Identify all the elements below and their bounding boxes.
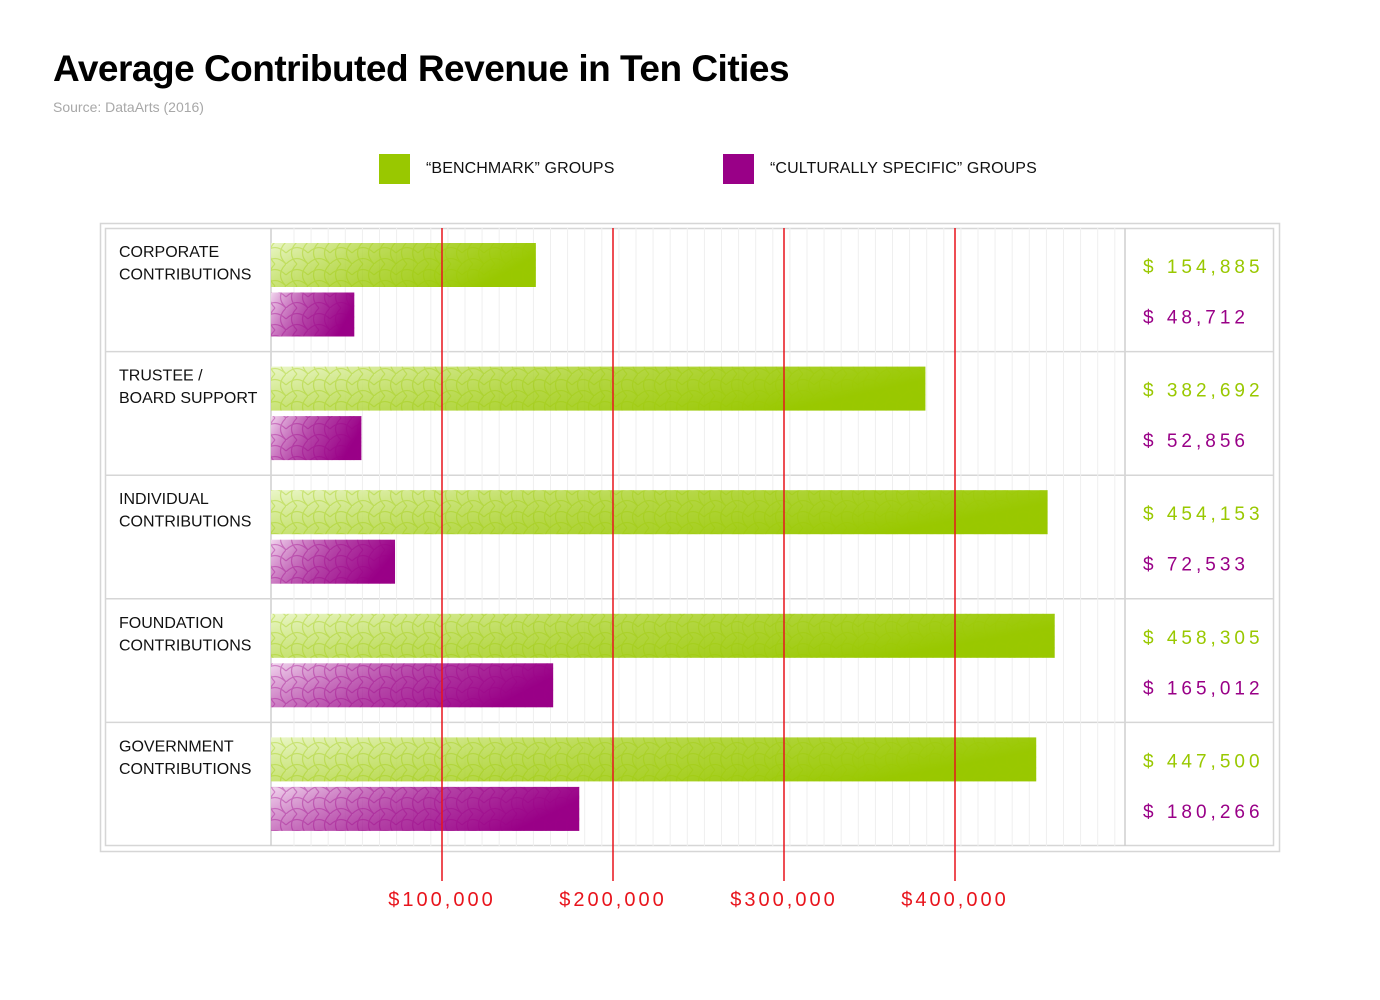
- bar-pattern: [271, 490, 1048, 535]
- value-label-benchmark: $ 458,305: [1143, 628, 1264, 649]
- x-tick-label: $400,000: [901, 889, 1008, 911]
- legend-item-culturally-specific: “CULTURALLY SPECIFIC” GROUPS: [723, 154, 1037, 184]
- value-label-culturally-specific: $ 48,712: [1143, 308, 1249, 329]
- x-tick-label: $200,000: [559, 889, 666, 911]
- bar-pattern: [271, 416, 362, 461]
- value-label-culturally-specific: $ 165,012: [1143, 678, 1264, 699]
- x-tick-label: $100,000: [388, 889, 495, 911]
- chart-source: Source: DataArts (2016): [53, 99, 204, 115]
- value-label-culturally-specific: $ 72,533: [1143, 555, 1249, 576]
- legend-swatch-culturally-specific: [723, 154, 754, 184]
- category-label: CONTRIBUTIONS: [119, 761, 251, 778]
- category-label: CONTRIBUTIONS: [119, 637, 251, 654]
- legend-label-benchmark: “BENCHMARK” GROUPS: [426, 160, 615, 177]
- value-label-culturally-specific: $ 52,856: [1143, 431, 1249, 452]
- chart-inner-frame: [104, 227, 1275, 847]
- value-label-benchmark: $ 154,885: [1143, 257, 1264, 278]
- bar-pattern: [271, 366, 926, 411]
- bar-pattern: [271, 292, 355, 337]
- bar-pattern: [271, 539, 396, 584]
- category-label: FOUNDATION: [119, 615, 224, 632]
- value-label-culturally-specific: $ 180,266: [1143, 802, 1264, 823]
- category-label: CONTRIBUTIONS: [119, 514, 251, 531]
- category-label: INDIVIDUAL: [119, 491, 209, 508]
- value-label-benchmark: $ 382,692: [1143, 381, 1264, 402]
- category-label: CORPORATE: [119, 244, 219, 261]
- bar-pattern: [271, 786, 580, 831]
- legend-swatch-benchmark: [379, 154, 410, 184]
- x-tick-label: $300,000: [730, 889, 837, 911]
- value-label-benchmark: $ 454,153: [1143, 504, 1264, 525]
- legend-label-culturally-specific: “CULTURALLY SPECIFIC” GROUPS: [770, 160, 1037, 177]
- bar-pattern: [271, 243, 536, 287]
- category-label: GOVERNMENT: [119, 738, 234, 755]
- value-label-benchmark: $ 447,500: [1143, 751, 1264, 772]
- legend-item-benchmark: “BENCHMARK” GROUPS: [379, 154, 614, 184]
- chart-title: Average Contributed Revenue in Ten Citie…: [53, 48, 790, 89]
- bar-pattern: [271, 613, 1055, 658]
- bar-pattern: [271, 663, 554, 708]
- category-label: CONTRIBUTIONS: [119, 267, 251, 284]
- bar-pattern: [271, 737, 1037, 782]
- category-label: TRUSTEE /: [119, 368, 203, 385]
- category-label: BOARD SUPPORT: [119, 390, 258, 407]
